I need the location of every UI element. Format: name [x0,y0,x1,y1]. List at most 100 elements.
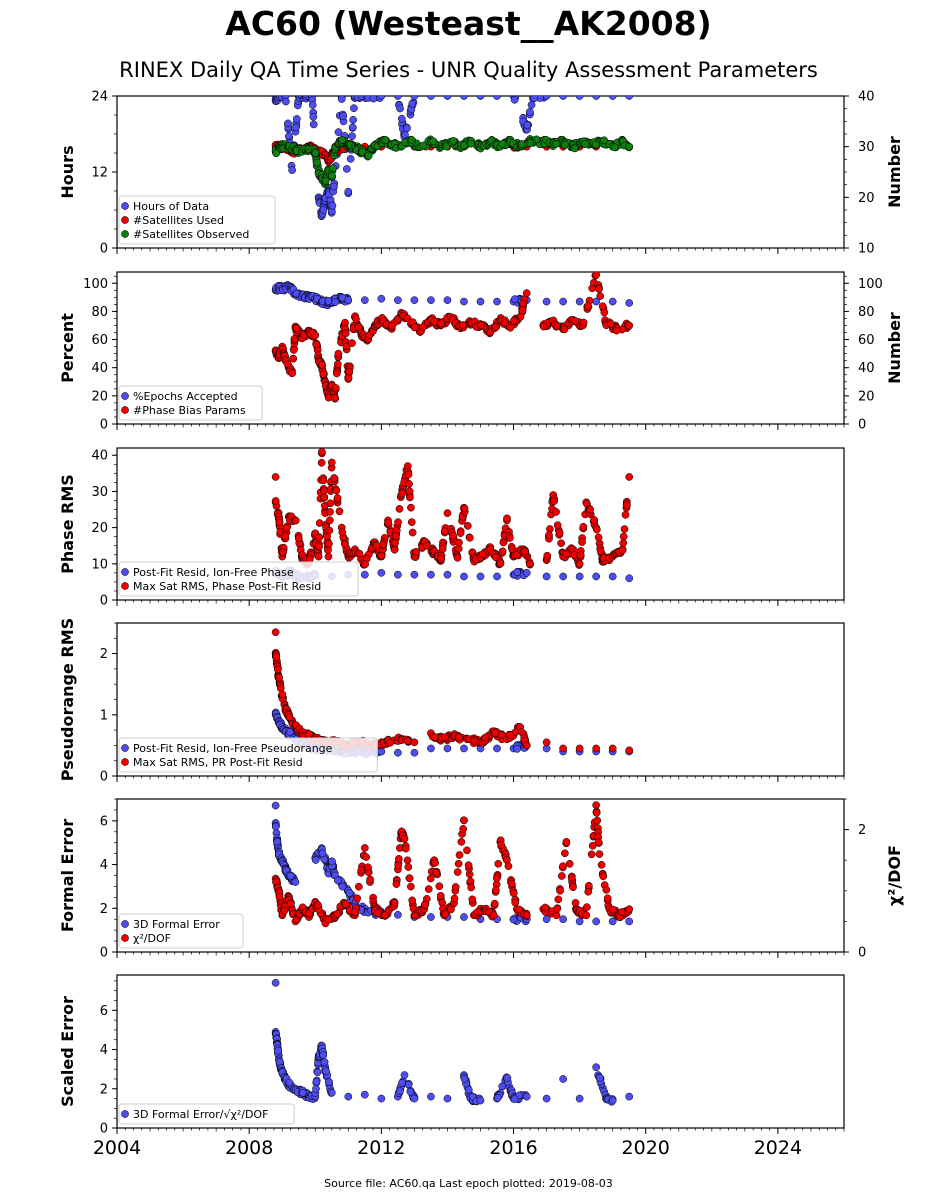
data-point [513,745,521,753]
data-point [394,570,402,579]
legend-marker [121,202,129,210]
data-point [476,1096,485,1105]
data-point [526,559,534,568]
data-point [575,744,584,753]
data-point [522,741,531,750]
data-point [515,905,524,914]
y-axis-label: Formal Error [58,819,77,932]
legend-label: #Satellites Observed [133,228,249,241]
data-point [379,540,387,549]
data-point [575,559,584,568]
y2-tick-label: 0 [858,418,866,433]
data-point [426,874,435,883]
legend-marker [121,1110,129,1118]
data-point [576,551,585,560]
y-tick-label: 0 [100,946,108,961]
legend-marker [121,934,129,942]
data-point [558,872,566,880]
series-2 [271,628,634,755]
y-tick-label: 24 [91,90,108,105]
data-point [407,503,415,512]
data-point [498,547,507,556]
data-point [560,325,569,334]
data-point [459,825,468,833]
data-point [344,187,353,196]
data-point [410,96,419,100]
data-point [291,516,300,525]
y-tick-label: 0 [100,770,108,785]
data-point [592,808,601,817]
data-point [509,316,518,325]
data-point [381,911,390,920]
data-point [441,910,450,919]
data-point [397,114,406,123]
data-point [412,548,421,556]
data-point [587,850,596,859]
data-point [331,394,340,403]
data-point [619,532,628,541]
data-point [443,1094,452,1103]
y2-tick-label: 60 [858,333,875,348]
data-point [390,899,399,907]
legend-label: Hours of Data [133,200,209,213]
data-point [493,572,501,581]
data-point [318,360,326,369]
data-point [481,733,490,742]
data-point [447,905,455,914]
data-point [559,572,567,581]
y2-tick-label: 80 [858,305,875,320]
data-point [542,1094,551,1103]
data-point [361,560,369,569]
data-point [510,96,519,104]
data-point [331,384,340,392]
source-footer: Source file: AC60.qa Last epoch plotted:… [324,1177,613,1190]
legend-marker [121,758,129,766]
data-point [286,899,295,908]
data-point [460,816,468,825]
data-point [282,523,291,532]
data-point [608,572,617,581]
data-point [427,296,435,304]
data-point [421,900,430,909]
data-point [271,497,280,505]
data-point [567,873,576,882]
legend-box [118,561,359,597]
y-tick-label: 6 [100,1004,108,1019]
data-point [438,545,447,553]
data-point [348,123,357,132]
data-point [493,744,501,753]
data-point [490,899,499,908]
data-point [559,1075,567,1083]
data-point [360,296,369,304]
data-point [476,572,485,581]
data-point [406,1087,415,1096]
data-point [625,905,634,914]
panel-3: 0 10 20 30 40 Phase RMS Post-Fit Resid, Ion-Fr… [58,447,845,609]
y2-axis-label: χ²/DOF [885,845,904,906]
data-point [496,559,505,568]
data-point [351,908,360,916]
legend-label: 3D Formal Error/√χ²/DOF [133,1108,268,1121]
data-point [369,96,378,103]
data-point [592,96,601,100]
data-point [280,906,289,915]
data-point [319,206,328,214]
data-point [344,1092,353,1101]
y-tick-label: 6 [100,814,108,829]
legend-marker [121,568,129,576]
data-point [618,546,627,555]
data-point [467,883,476,892]
data-point [325,539,333,548]
data-point [565,859,574,868]
data-point [330,474,339,482]
y2-tick-label: 20 [858,191,875,206]
data-point [348,339,356,347]
data-point [294,534,303,543]
data-point [348,132,356,141]
data-point [493,297,501,306]
data-point [308,101,317,109]
data-point [608,744,617,753]
data-point [592,525,601,534]
data-point [435,882,444,891]
data-point [395,505,404,513]
